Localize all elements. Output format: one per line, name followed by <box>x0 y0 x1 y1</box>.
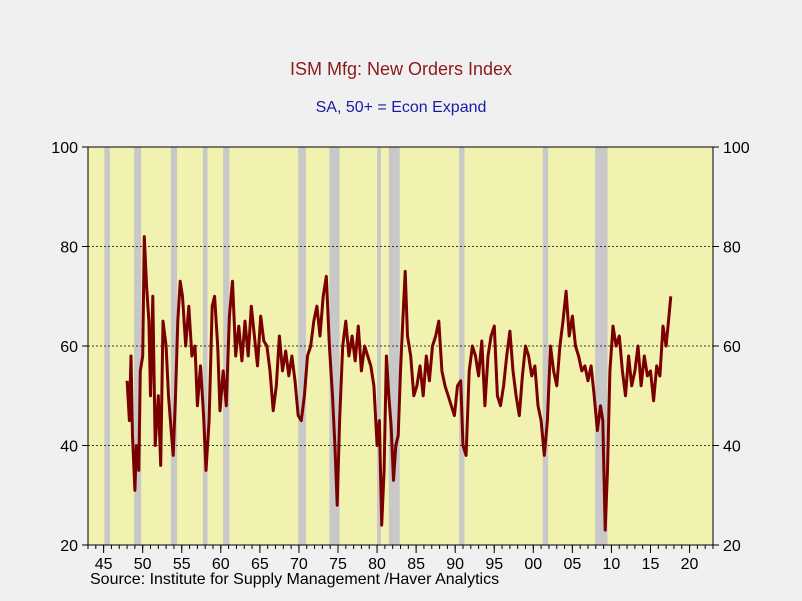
axes-group: 20 20 40 40 60 60 80 80 100 100 45 50 55 60 65 70 75 80 85… <box>51 140 750 573</box>
recession-band <box>223 147 230 545</box>
y-tick-label-left: 100 <box>51 140 78 157</box>
series-line <box>125 235 673 532</box>
y-tick-label-right: 60 <box>723 339 741 356</box>
x-tick-label: 20 <box>681 556 699 573</box>
x-tick-label: 95 <box>485 556 503 573</box>
x-tick-label: 75 <box>329 556 347 573</box>
x-tick-label: 60 <box>212 556 230 573</box>
y-tick-label-left: 80 <box>60 240 78 257</box>
x-tick-label: 45 <box>95 556 113 573</box>
y-tick-label-left: 40 <box>60 439 78 456</box>
x-tick-label: 15 <box>642 556 660 573</box>
x-tick-label: 50 <box>134 556 152 573</box>
y-tick-label-right: 80 <box>723 240 741 257</box>
x-tick-label: 10 <box>603 556 621 573</box>
x-tick-label: 65 <box>251 556 269 573</box>
recession-band <box>298 147 306 545</box>
recession-band <box>388 147 400 545</box>
series-group <box>125 235 673 532</box>
x-tick-label: 90 <box>446 556 464 573</box>
y-tick-label-right: 40 <box>723 439 741 456</box>
chart-subtitle: SA, 50+ = Econ Expand <box>315 99 487 116</box>
x-tick-label: 80 <box>368 556 386 573</box>
recession-band <box>104 147 110 545</box>
chart-title: ISM Mfg: New Orders Index <box>289 59 513 79</box>
x-tick-label: 55 <box>173 556 191 573</box>
recession-band <box>329 147 340 545</box>
x-tick-label: 05 <box>563 556 581 573</box>
y-tick-label-right: 100 <box>723 140 750 157</box>
y-tick-label-left: 60 <box>60 339 78 356</box>
y-tick-label-right: 20 <box>723 538 741 555</box>
y-tick-label-left: 20 <box>60 538 78 555</box>
x-tick-label: 00 <box>524 556 542 573</box>
x-tick-label: 70 <box>290 556 308 573</box>
x-tick-label: 85 <box>407 556 425 573</box>
source-note: Source: Institute for Supply Management … <box>90 571 500 588</box>
recession-band <box>377 147 381 545</box>
